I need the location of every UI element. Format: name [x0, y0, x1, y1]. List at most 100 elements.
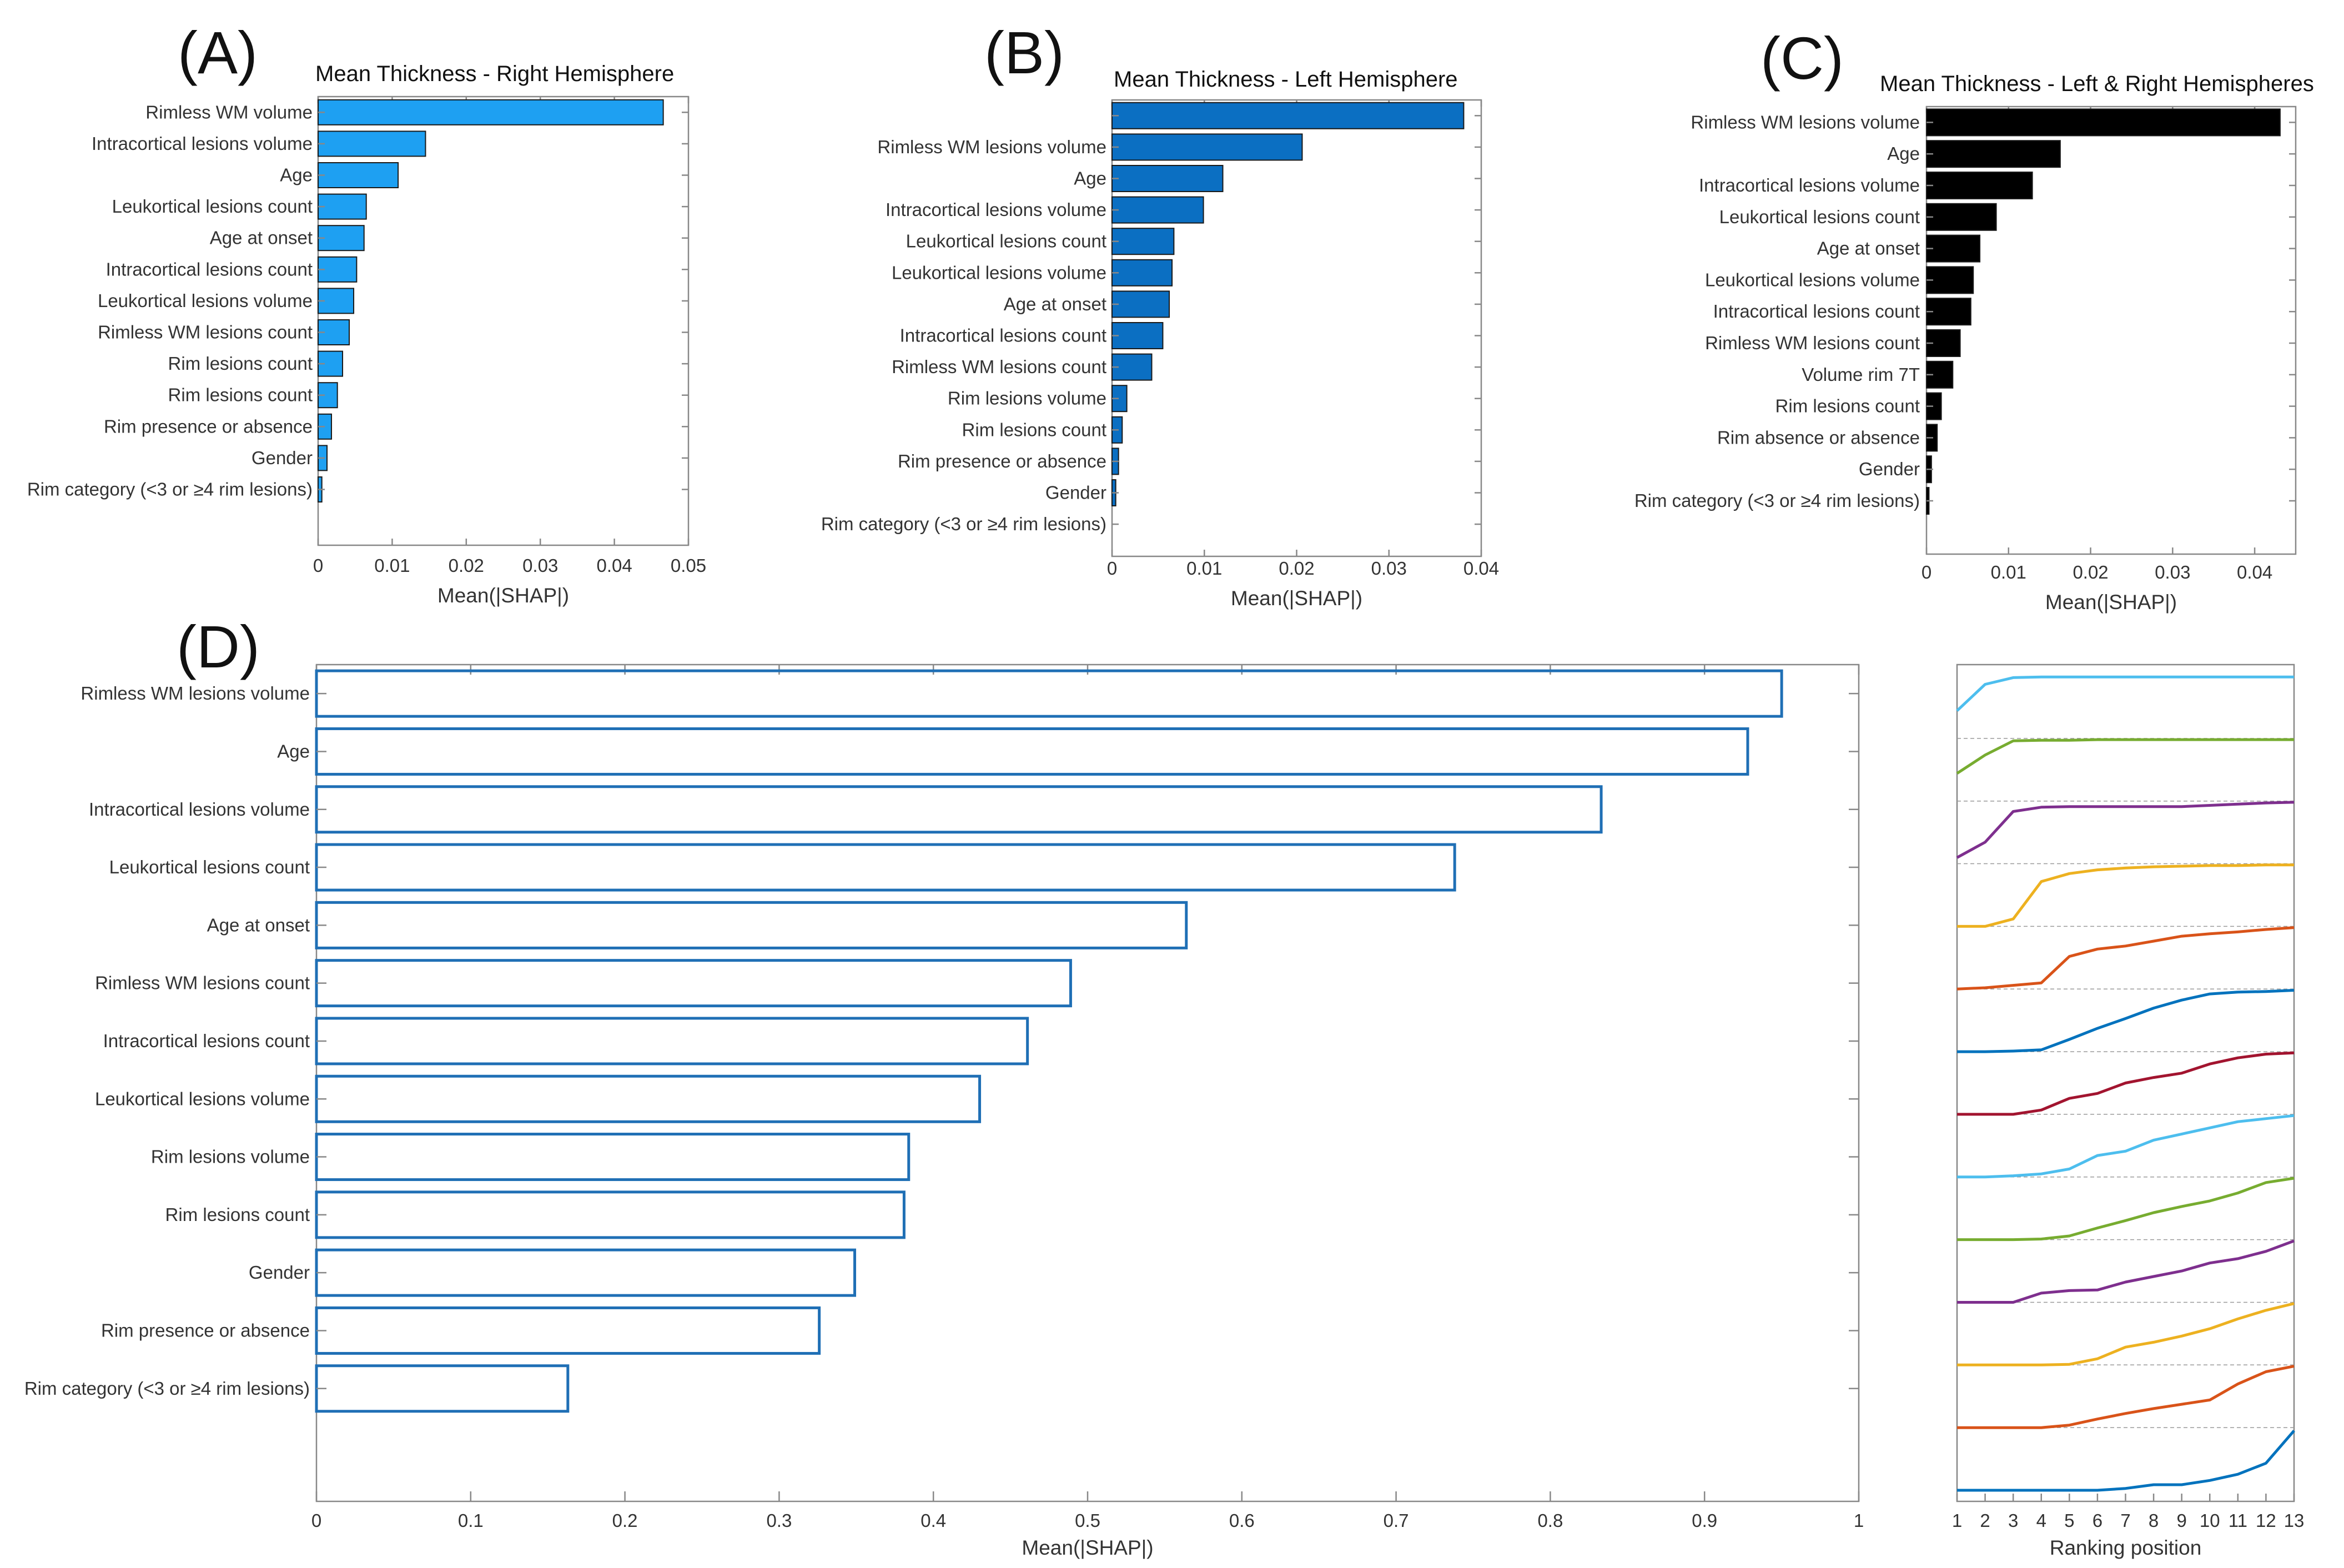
panel-d-xlabel: Mean(|SHAP|) — [1022, 1536, 1153, 1559]
panel-a-title: Mean Thickness - Right Hemisphere — [315, 62, 674, 86]
panel-c-bar — [1926, 140, 2061, 168]
panel-a-xtick-label: 0.04 — [596, 555, 632, 576]
panel-d-bar — [315, 727, 1749, 776]
panel-d-bar — [315, 1248, 857, 1297]
panel-d-xtick-label: 1 — [1854, 1510, 1864, 1531]
ranking-xlabel: Ranking position — [2050, 1536, 2202, 1559]
panel-a-xtick-label: 0.03 — [522, 555, 558, 576]
panel-a-category-label: Rim category (<3 or ≥4 rim lesions) — [27, 479, 313, 500]
panel-d-bar — [315, 669, 1783, 718]
panel-b-bar — [1111, 322, 1164, 349]
panel-c: (C) Mean Thickness - Left & Right Hemisp… — [1634, 24, 2314, 614]
panel-c-category-label: Intracortical lesions volume — [1699, 175, 1920, 195]
panel-b-category-label: Leukortical lesions count — [906, 231, 1106, 252]
panel-d-bar — [315, 1074, 982, 1123]
panel-d-category-label: Intracortical lesions volume — [89, 799, 310, 820]
panel-b-bar — [1111, 228, 1175, 255]
panel-d-xtick-label: 0.9 — [1692, 1510, 1717, 1531]
panel-d-category-label: Rim lesions count — [165, 1204, 310, 1225]
ranking-series-line — [1956, 801, 2295, 859]
ranking-xtick-label: 3 — [2008, 1510, 2018, 1531]
ranking-xtick-label: 4 — [2036, 1510, 2046, 1531]
panel-d-category-label: Gender — [249, 1262, 310, 1283]
panel-c-category-label: Rim absence or absence — [1717, 427, 1920, 448]
panel-a-category-label: Rimless WM lesions count — [98, 322, 313, 343]
panel-a-category-label: Leukortical lesions count — [112, 196, 313, 217]
panel-a-category-label: Age at onset — [210, 228, 313, 248]
panel-d-bar — [315, 1133, 911, 1182]
ranking-series-line — [1957, 863, 2294, 928]
panel-c-category-label: Rim lesions count — [1775, 396, 1920, 416]
panel-a-category-label: Intracortical lesions volume — [92, 133, 313, 154]
panel-b-category-label: Rim category (<3 or ≥4 rim lesions) — [821, 514, 1106, 534]
ranking-xtick-label: 10 — [2200, 1510, 2220, 1531]
panel-a-xlabel: Mean(|SHAP|) — [437, 584, 569, 607]
panel-a-category-label: Age — [280, 165, 313, 185]
panel-b-category-label: Age at onset — [1004, 294, 1106, 314]
panel-d-xtick-label: 0.3 — [766, 1510, 792, 1531]
panel-b: (B) Mean Thickness - Left Hemisphere 0 0.… — [821, 19, 1499, 610]
panel-a-category-label: Rimless WM volume — [145, 102, 313, 122]
panel-d-xtick-label: 0.1 — [458, 1510, 484, 1531]
panel-d-category-label: Leukortical lesions count — [109, 857, 310, 877]
ranking-series-line — [1957, 1239, 2295, 1304]
panel-a-category-label: Intracortical lesions count — [106, 259, 313, 279]
panel-c-xtick-label: 0 — [1922, 562, 1931, 582]
panel-d-bar — [315, 959, 1072, 1008]
panel-b-bar — [1111, 290, 1170, 318]
panel-b-category-label: Intracortical lesions volume — [886, 199, 1106, 220]
panel-c-category-label: Gender — [1859, 459, 1920, 479]
panel-d-xtick-label: 0.2 — [612, 1510, 638, 1531]
panel-b-category-label: Rimless WM lesions volume — [877, 137, 1106, 157]
panel-d-category-label: Rimless WM lesions count — [95, 973, 310, 993]
panel-a-xtick-label: 0 — [313, 555, 323, 576]
ranking-xtick-label: 13 — [2284, 1510, 2305, 1531]
panel-d-bar — [315, 785, 1603, 834]
panel-d-category-label: Rimless WM lesions volume — [81, 683, 310, 703]
ranking-xtick-label: 6 — [2093, 1510, 2102, 1531]
ranking-series-line — [1957, 1114, 2295, 1179]
panel-d-xtick-label: 0.7 — [1384, 1510, 1409, 1531]
panel-c-category-label: Intracortical lesions count — [1713, 301, 1920, 321]
ranking-series-line — [1956, 926, 2295, 991]
panel-b-xtick-label: 0 — [1107, 558, 1117, 579]
panel-b-xtick-label: 0.01 — [1186, 558, 1222, 579]
panel-d-xtick-label: 0.8 — [1537, 1510, 1563, 1531]
panel-d-category-label: Rim presence or absence — [101, 1320, 310, 1340]
panel-d-xtick-label: 0.6 — [1229, 1510, 1255, 1531]
panel-d-category-label: Rim lesions volume — [151, 1147, 310, 1167]
panel-a-bar — [318, 225, 365, 252]
panel-c-xtick-label: 0.03 — [2155, 562, 2190, 582]
panel-d-category-label: Intracortical lesions count — [103, 1031, 310, 1051]
panel-d-bar — [315, 1190, 906, 1239]
ranking-series-line — [1957, 989, 2295, 1053]
ranking-series-line — [1957, 1051, 2295, 1116]
panel-a-category-label: Leukortical lesions volume — [98, 290, 313, 311]
panel-c-bar — [1926, 203, 1997, 231]
panel-a: (A) Mean Thickness - Right Hemisphere 0 0… — [27, 19, 706, 607]
ranking-xtick-label: 8 — [2149, 1510, 2159, 1531]
panel-c-bar — [1926, 298, 1971, 326]
panel-c-bar — [1926, 266, 1974, 294]
panel-d-letter: (D) — [177, 613, 260, 680]
panel-b-bar — [1111, 259, 1173, 287]
ranking-xtick-label: 9 — [2176, 1510, 2186, 1531]
panel-a-category-label: Rim lesions count — [168, 385, 313, 405]
panel-c-xtick-label: 0.04 — [2237, 562, 2272, 582]
ranking-series-line — [1956, 675, 2294, 712]
panel-c-category-label: Volume rim 7T — [1802, 364, 1920, 385]
panel-c-category-label: Rimless WM lesions count — [1705, 333, 1920, 353]
panel-c-xlabel: Mean(|SHAP|) — [2045, 591, 2177, 614]
panel-c-category-label: Rim category (<3 or ≥4 rim lesions) — [1634, 490, 1920, 511]
panel-c-xtick-label: 0.02 — [2073, 562, 2108, 582]
panel-c-category-label: Leukortical lesions volume — [1705, 269, 1920, 290]
panel-d-bar — [315, 1017, 1029, 1066]
panel-c-category-label: Rimless WM lesions volume — [1691, 112, 1920, 132]
ranking-series-line — [1957, 1177, 2295, 1242]
panel-d-category-label: Age at onset — [207, 914, 310, 935]
ranking-xtick-label: 2 — [1980, 1510, 1990, 1531]
ranking-series-line — [1956, 738, 2294, 775]
ranking-series-line — [1957, 1302, 2295, 1366]
panel-c-bar — [1926, 234, 1981, 263]
panel-c-letter: (C) — [1760, 24, 1844, 92]
